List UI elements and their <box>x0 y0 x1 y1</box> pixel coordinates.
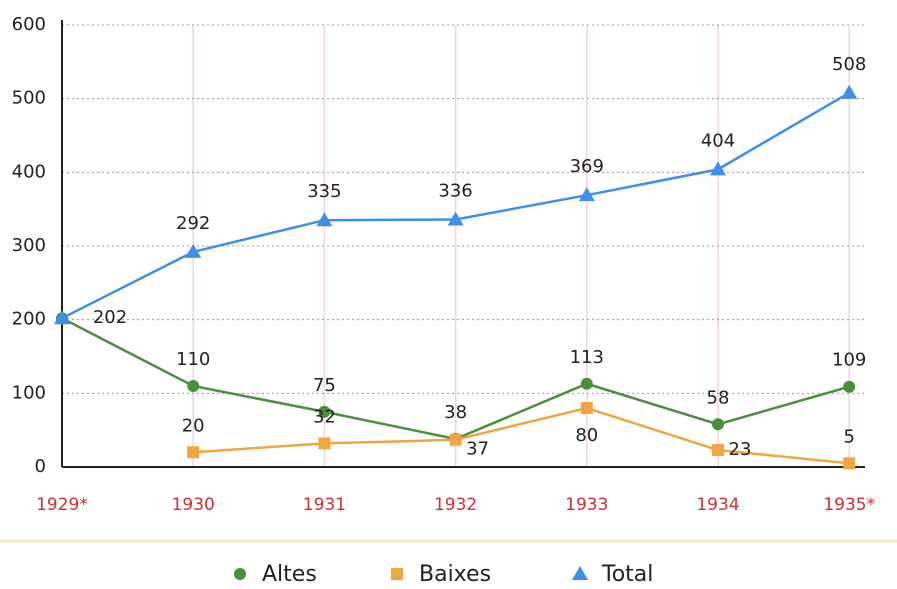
marker <box>578 187 595 202</box>
marker <box>318 405 331 418</box>
data-label: 508 <box>832 54 866 75</box>
data-label: 20 <box>182 415 205 436</box>
y-tick-label: 200 <box>12 309 46 330</box>
marker <box>841 84 858 99</box>
marker <box>710 161 726 176</box>
legend-label: Total <box>601 562 653 587</box>
x-tick-label: 1935* <box>823 495 875 515</box>
data-label: 113 <box>570 347 604 368</box>
data-label: 369 <box>570 156 604 177</box>
data-label: 23 <box>729 439 752 460</box>
marker <box>391 568 403 580</box>
y-tick-label: 0 <box>35 456 46 477</box>
x-tick-label: 1934 <box>696 495 739 515</box>
y-tick-label: 400 <box>12 161 46 182</box>
marker <box>318 437 331 450</box>
marker <box>187 446 200 459</box>
data-label: 202 <box>93 307 127 328</box>
marker <box>580 377 593 390</box>
legend-label: Altes <box>262 562 317 587</box>
marker <box>234 568 246 580</box>
data-label: 75 <box>313 375 336 396</box>
marker <box>185 243 202 258</box>
marker <box>712 444 724 457</box>
data-label: 336 <box>438 180 472 201</box>
data-label: 32 <box>313 406 336 427</box>
y-tick-label: 600 <box>12 14 46 35</box>
marker <box>580 402 593 415</box>
data-label: 58 <box>707 387 730 408</box>
x-tick-label: 1933 <box>565 495 608 515</box>
marker <box>843 457 856 470</box>
marker <box>572 566 588 580</box>
data-label: 5 <box>843 426 854 447</box>
data-label: 335 <box>307 181 341 202</box>
marker <box>449 433 462 446</box>
y-tick-label: 100 <box>12 382 46 403</box>
marker <box>447 211 464 226</box>
series-line <box>193 406 850 465</box>
data-label: 110 <box>176 349 210 370</box>
data-label: 404 <box>701 130 735 151</box>
y-tick-label: 500 <box>12 88 46 109</box>
x-tick-label: 1932 <box>434 495 477 515</box>
y-tick-label: 300 <box>12 235 46 256</box>
data-label: 292 <box>176 213 210 234</box>
data-label: 38 <box>444 402 467 423</box>
x-tick-label: 1931 <box>303 495 346 515</box>
data-label: 109 <box>832 350 866 371</box>
marker <box>187 379 200 392</box>
data-label: 37 <box>466 439 489 460</box>
marker <box>316 212 333 227</box>
x-tick-label: 1929* <box>36 495 88 515</box>
data-label: 80 <box>575 425 598 446</box>
marker <box>54 310 70 325</box>
marker <box>712 418 724 431</box>
marker <box>843 380 856 393</box>
x-tick-label: 1930 <box>172 495 215 515</box>
legend-label: Baixes <box>419 562 491 587</box>
